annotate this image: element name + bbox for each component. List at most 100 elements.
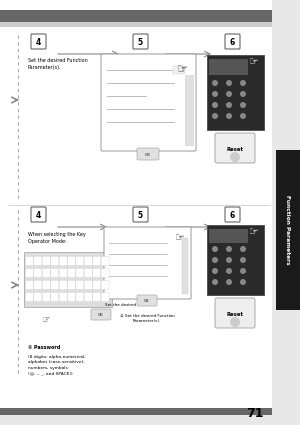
- Circle shape: [230, 317, 240, 327]
- Bar: [0, 408, 272, 415]
- Bar: [207, 55, 264, 130]
- FancyBboxPatch shape: [26, 257, 34, 266]
- FancyBboxPatch shape: [93, 257, 101, 266]
- FancyBboxPatch shape: [76, 257, 84, 266]
- Bar: [0, 10, 272, 22]
- FancyBboxPatch shape: [34, 257, 42, 266]
- FancyBboxPatch shape: [42, 280, 50, 289]
- FancyBboxPatch shape: [84, 280, 92, 289]
- FancyBboxPatch shape: [137, 295, 157, 306]
- FancyBboxPatch shape: [68, 269, 76, 278]
- Circle shape: [212, 113, 218, 119]
- FancyBboxPatch shape: [137, 148, 159, 160]
- Text: ☞: ☞: [177, 63, 189, 76]
- FancyBboxPatch shape: [42, 269, 50, 278]
- Text: Set the desired Function
Parameter(s).: Set the desired Function Parameter(s).: [28, 58, 88, 70]
- FancyBboxPatch shape: [76, 269, 84, 278]
- FancyBboxPatch shape: [93, 292, 101, 301]
- Text: (8 digits: alpha-numerical;
alphabet (case-sensitive),
numbers, symbols
(@, ., _: (8 digits: alpha-numerical; alphabet (ca…: [28, 355, 86, 376]
- FancyBboxPatch shape: [101, 257, 109, 266]
- Circle shape: [240, 246, 246, 252]
- Circle shape: [240, 80, 246, 86]
- Circle shape: [240, 257, 246, 263]
- FancyBboxPatch shape: [59, 269, 67, 278]
- Circle shape: [226, 113, 232, 119]
- Circle shape: [226, 279, 232, 285]
- FancyBboxPatch shape: [31, 34, 46, 49]
- Text: ② Set the desired Function
Parameter(s).: ② Set the desired Function Parameter(s).: [120, 314, 174, 323]
- FancyBboxPatch shape: [84, 269, 92, 278]
- FancyBboxPatch shape: [26, 269, 34, 278]
- Circle shape: [212, 268, 218, 274]
- Circle shape: [226, 102, 232, 108]
- FancyBboxPatch shape: [225, 207, 240, 222]
- FancyBboxPatch shape: [26, 292, 34, 301]
- FancyBboxPatch shape: [26, 280, 34, 289]
- FancyBboxPatch shape: [101, 280, 109, 289]
- FancyBboxPatch shape: [42, 292, 50, 301]
- Circle shape: [240, 268, 246, 274]
- Circle shape: [212, 102, 218, 108]
- FancyBboxPatch shape: [93, 269, 101, 278]
- Text: OK: OK: [144, 299, 150, 303]
- Text: 4: 4: [35, 37, 40, 46]
- FancyBboxPatch shape: [101, 292, 109, 301]
- FancyBboxPatch shape: [133, 207, 148, 222]
- Circle shape: [240, 113, 246, 119]
- FancyBboxPatch shape: [34, 292, 42, 301]
- Bar: [209, 229, 248, 243]
- Bar: [24, 252, 112, 307]
- Text: OK: OK: [145, 153, 151, 157]
- Circle shape: [226, 246, 232, 252]
- Text: 5: 5: [137, 210, 142, 219]
- FancyBboxPatch shape: [215, 298, 255, 328]
- Text: OK: OK: [98, 313, 104, 317]
- FancyBboxPatch shape: [225, 34, 240, 49]
- Circle shape: [226, 257, 232, 263]
- Text: ☞: ☞: [249, 227, 259, 237]
- FancyBboxPatch shape: [68, 280, 76, 289]
- Text: When selecting the Key
Operator Mode:: When selecting the Key Operator Mode:: [28, 232, 86, 244]
- FancyBboxPatch shape: [51, 280, 59, 289]
- Circle shape: [226, 268, 232, 274]
- Circle shape: [226, 80, 232, 86]
- Circle shape: [212, 279, 218, 285]
- Bar: [207, 225, 264, 295]
- Circle shape: [212, 257, 218, 263]
- Circle shape: [230, 152, 240, 162]
- Text: Reset: Reset: [226, 147, 244, 151]
- Text: 5: 5: [137, 37, 142, 46]
- Text: ☞: ☞: [249, 57, 259, 67]
- Text: Function Parameters: Function Parameters: [286, 195, 290, 265]
- Circle shape: [240, 102, 246, 108]
- FancyBboxPatch shape: [51, 257, 59, 266]
- FancyBboxPatch shape: [34, 280, 42, 289]
- Bar: [272, 0, 300, 425]
- Text: ☞: ☞: [42, 315, 50, 325]
- FancyBboxPatch shape: [51, 269, 59, 278]
- Text: ☞: ☞: [175, 233, 185, 243]
- Bar: [185, 75, 193, 145]
- Text: Reset: Reset: [226, 312, 244, 317]
- Text: ① Password: ① Password: [28, 345, 60, 350]
- Text: 71: 71: [246, 407, 264, 420]
- Text: 4: 4: [35, 210, 40, 219]
- FancyBboxPatch shape: [51, 292, 59, 301]
- Circle shape: [240, 91, 246, 97]
- FancyBboxPatch shape: [31, 207, 46, 222]
- FancyBboxPatch shape: [91, 309, 111, 320]
- Circle shape: [212, 246, 218, 252]
- Bar: [0, 22, 272, 27]
- FancyBboxPatch shape: [68, 257, 76, 266]
- Bar: [209, 59, 248, 75]
- Bar: [276, 150, 300, 310]
- Circle shape: [226, 91, 232, 97]
- FancyBboxPatch shape: [101, 54, 196, 151]
- Text: 6: 6: [230, 210, 235, 219]
- FancyBboxPatch shape: [133, 34, 148, 49]
- FancyBboxPatch shape: [42, 257, 50, 266]
- Circle shape: [212, 80, 218, 86]
- Bar: [182, 238, 188, 294]
- Text: Set the desired Function: Set the desired Function: [105, 303, 155, 307]
- FancyBboxPatch shape: [104, 227, 191, 299]
